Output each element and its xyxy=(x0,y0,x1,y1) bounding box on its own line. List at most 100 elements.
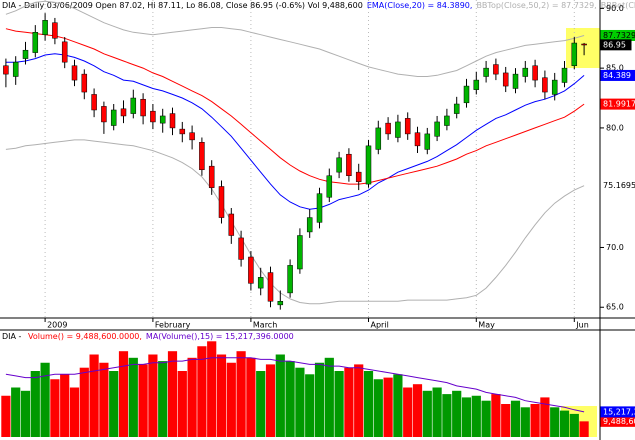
legend-entry: BBTop(Close,50,2) = 87.7329, xyxy=(476,1,596,10)
candle-body xyxy=(581,43,587,46)
volume-bar xyxy=(373,379,383,437)
indicator-line xyxy=(5,0,585,77)
y-tick-label: 65.0 xyxy=(606,303,624,312)
candle-body xyxy=(42,20,48,35)
volume-bar xyxy=(501,404,511,437)
value-label: 81.9917 xyxy=(603,100,635,109)
candle-body xyxy=(169,113,176,129)
volume-bar xyxy=(422,390,432,437)
x-tick-label: February xyxy=(155,321,191,330)
value-label: 15,217,396 xyxy=(603,407,635,416)
indicator-line xyxy=(5,53,585,210)
candle-body xyxy=(287,265,293,294)
volume-bar xyxy=(20,390,31,437)
volume-bar xyxy=(236,351,246,437)
volume-bar xyxy=(99,362,109,437)
volume-bar xyxy=(167,351,178,437)
candle-body xyxy=(336,157,342,173)
volume-bar xyxy=(226,362,236,437)
candle-body xyxy=(385,122,391,135)
y-tick-label: 80.0 xyxy=(606,123,624,132)
candle-body xyxy=(238,237,244,260)
volume-bar xyxy=(393,374,403,437)
candle-body xyxy=(189,132,195,141)
volume-bar xyxy=(540,397,550,437)
volume-bar xyxy=(550,407,560,437)
value-label: 84.389 xyxy=(603,71,631,80)
volume-bar xyxy=(452,390,462,437)
volume-bar xyxy=(109,371,119,437)
volume-bar xyxy=(432,387,442,437)
candle-body xyxy=(12,61,19,77)
volume-bar xyxy=(295,367,305,437)
candle-body xyxy=(355,171,362,182)
volume-bar xyxy=(491,394,501,437)
x-tick-label: May xyxy=(478,321,495,330)
volume-bar xyxy=(246,357,256,437)
candle-body xyxy=(473,79,480,90)
volume-bar xyxy=(148,354,158,437)
candle-body xyxy=(199,142,205,171)
candle-body xyxy=(453,103,460,114)
candle-body xyxy=(424,133,431,150)
candle-body xyxy=(346,153,352,176)
candle-body xyxy=(3,65,9,75)
candle-body xyxy=(326,175,333,198)
volume-bar xyxy=(559,410,570,437)
volume-bar xyxy=(334,371,344,437)
candle-body xyxy=(365,145,372,185)
x-tick-label: 2009 xyxy=(47,321,67,330)
volume-bar xyxy=(40,362,50,437)
volume-bar xyxy=(256,371,266,437)
volume-bar xyxy=(471,395,481,437)
candle-body xyxy=(91,94,97,111)
volume-bar xyxy=(207,341,217,437)
candle-body xyxy=(140,98,146,117)
volume-bar xyxy=(275,354,285,437)
volume-bar xyxy=(363,371,374,437)
title: DIA - xyxy=(2,332,24,341)
volume-bar xyxy=(579,421,589,437)
volume-bar xyxy=(285,361,295,437)
value-label-box xyxy=(600,69,635,81)
volume-bar xyxy=(50,379,60,437)
volume-bar xyxy=(442,394,452,437)
candle-body xyxy=(522,67,529,77)
volume-bar xyxy=(510,400,521,437)
candle-body xyxy=(502,72,509,87)
volume-bar xyxy=(314,362,325,437)
volume-bar xyxy=(158,361,168,437)
volume-bar xyxy=(344,367,354,437)
candle-body xyxy=(52,22,58,39)
candle-body xyxy=(561,67,568,83)
candle-body xyxy=(297,235,303,270)
volume-bar xyxy=(187,357,197,437)
candle-body xyxy=(434,121,440,137)
candle-body xyxy=(228,213,235,236)
price-header: DIA - Daily 03/06/2009 Open 87.02, Hi 87… xyxy=(2,1,635,10)
candle-body xyxy=(316,193,323,223)
volume-bar xyxy=(60,374,70,437)
value-label: 87.7329 xyxy=(603,31,635,40)
volume-bar xyxy=(412,384,423,437)
volume-bar xyxy=(569,413,579,437)
candle-body xyxy=(101,106,107,123)
candle-body xyxy=(71,65,78,81)
value-label-box xyxy=(600,180,635,192)
candle-body xyxy=(248,256,254,284)
candle-body xyxy=(493,64,499,75)
candle-body xyxy=(463,85,470,104)
legend-entry: EMA(Close,20) = 84.3890, xyxy=(367,1,473,10)
volume-bar xyxy=(79,367,89,437)
indicator-line xyxy=(5,139,585,305)
candle-body xyxy=(179,128,186,135)
candle-body xyxy=(110,109,117,126)
candle-body xyxy=(306,217,313,233)
candle-body xyxy=(571,42,578,67)
volume-bar xyxy=(30,371,40,437)
y-tick-label: 70.0 xyxy=(606,243,624,252)
volume-bar xyxy=(461,397,472,437)
volume-bar xyxy=(177,371,187,437)
volume-bar xyxy=(520,407,530,437)
candle-body xyxy=(61,41,68,63)
